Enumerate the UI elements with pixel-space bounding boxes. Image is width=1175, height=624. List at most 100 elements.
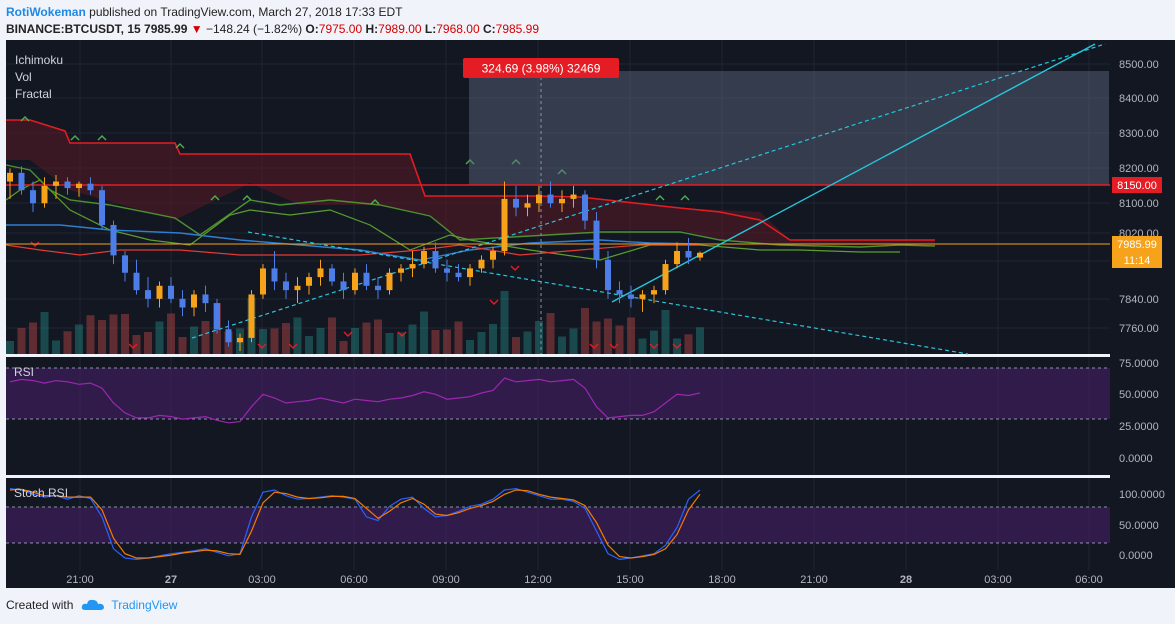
candle[interactable]	[248, 290, 255, 343]
candle[interactable]	[53, 175, 59, 199]
publisher-name[interactable]: RotiWokeman	[6, 5, 86, 19]
candle[interactable]	[191, 290, 197, 317]
candle[interactable]	[30, 181, 36, 212]
candle[interactable]	[87, 177, 94, 195]
candle[interactable]	[662, 259, 669, 295]
candle[interactable]	[421, 246, 427, 269]
publish-info: published on TradingView.com, March 27, …	[89, 5, 403, 19]
down-triangle-icon: ▼	[190, 22, 203, 36]
candle[interactable]	[317, 259, 324, 286]
candle[interactable]	[490, 246, 496, 269]
candle[interactable]	[99, 185, 105, 230]
rsi-tick-label: 25.0000	[1119, 421, 1159, 433]
candle[interactable]	[179, 290, 186, 317]
price-axis[interactable]	[1110, 40, 1175, 570]
candle[interactable]	[386, 268, 393, 295]
candle[interactable]	[409, 251, 416, 278]
candle[interactable]	[145, 277, 151, 308]
candle[interactable]	[547, 181, 554, 208]
candle[interactable]	[685, 238, 692, 265]
legend-ichimoku[interactable]: Ichimoku	[15, 53, 63, 67]
measure-box[interactable]	[469, 71, 1109, 185]
candle[interactable]	[7, 168, 13, 199]
candle[interactable]	[225, 320, 232, 347]
candle[interactable]	[570, 185, 577, 208]
resistance-badge	[1112, 177, 1162, 193]
candle[interactable]	[467, 264, 473, 286]
candle[interactable]	[524, 194, 531, 217]
candle[interactable]	[455, 264, 462, 282]
stoch-tick-label: 50.0000	[1119, 520, 1159, 532]
candle[interactable]	[214, 298, 220, 334]
x-tick-label: 21:00	[66, 574, 94, 586]
rsi-title[interactable]: RSI	[14, 365, 34, 379]
candle[interactable]	[340, 272, 347, 299]
candle[interactable]	[283, 272, 289, 299]
candle[interactable]	[133, 259, 140, 295]
x-tick-label: 06:00	[340, 574, 368, 586]
candle[interactable]	[76, 181, 82, 197]
candle[interactable]	[616, 281, 623, 304]
rsi-line[interactable]	[9, 377, 701, 424]
price-tick-label: 8500.00	[1119, 59, 1159, 71]
candle[interactable]	[294, 277, 301, 304]
candles[interactable]	[7, 166, 703, 351]
candle[interactable]	[329, 264, 335, 286]
trendline-dashed-up[interactable]	[191, 43, 1106, 339]
candle[interactable]	[582, 190, 588, 230]
legend-fractal[interactable]: Fractal	[15, 87, 52, 101]
candle[interactable]	[237, 333, 243, 351]
rsi-tick-label: 75.0000	[1119, 358, 1159, 370]
candle[interactable]	[398, 264, 404, 282]
candle[interactable]	[202, 285, 209, 312]
candle[interactable]	[41, 177, 48, 208]
candle[interactable]	[536, 185, 542, 212]
candle[interactable]	[122, 251, 128, 282]
x-tick-label: 06:00	[1075, 574, 1103, 586]
candle[interactable]	[605, 251, 611, 299]
candle[interactable]	[18, 166, 25, 195]
candle[interactable]	[639, 290, 646, 312]
candle[interactable]	[478, 255, 485, 273]
fractal-markers	[20, 116, 690, 349]
created-with: Created with	[6, 598, 74, 612]
rsi-band	[6, 368, 1110, 419]
candle[interactable]	[513, 185, 519, 217]
open-label: O:	[305, 22, 319, 36]
time-axis[interactable]	[6, 570, 1175, 588]
candle[interactable]	[697, 251, 703, 261]
candle[interactable]	[375, 277, 381, 299]
candle[interactable]	[593, 211, 600, 269]
x-tick-label: 03:00	[984, 574, 1012, 586]
candle[interactable]	[64, 177, 71, 195]
rsi-tick-label: 0.0000	[1119, 453, 1153, 465]
candle[interactable]	[271, 251, 278, 291]
candle[interactable]	[559, 190, 565, 212]
tradingview-link[interactable]: TradingView	[111, 598, 178, 612]
candle[interactable]	[168, 277, 174, 304]
x-tick-label: 12:00	[524, 574, 552, 586]
high-label: H:	[365, 22, 379, 36]
legend-vol[interactable]: Vol	[15, 70, 32, 84]
symbol-label: BINANCE:BTCUSDT, 15	[6, 22, 141, 36]
candle[interactable]	[432, 242, 439, 273]
close-label: C:	[482, 22, 496, 36]
stoch-d-line[interactable]	[9, 488, 701, 559]
trendline-solid[interactable]	[611, 43, 1096, 303]
candle[interactable]	[306, 272, 312, 295]
low-label: L:	[424, 22, 437, 36]
stoch-title[interactable]: Stoch RSI	[14, 486, 68, 500]
candle[interactable]	[501, 181, 508, 256]
candle[interactable]	[674, 242, 680, 269]
candle[interactable]	[628, 285, 634, 308]
candle[interactable]	[156, 281, 163, 308]
measure-label: 324.69 (3.98%) 32469	[482, 62, 601, 76]
candle[interactable]	[260, 264, 266, 299]
candle[interactable]	[651, 285, 657, 304]
candle[interactable]	[352, 268, 358, 295]
candle[interactable]	[110, 220, 117, 265]
candle[interactable]	[363, 264, 370, 291]
candle[interactable]	[444, 259, 450, 282]
axis-ticks: 21:00 27 03:00 06:00 09:00 12:00 15:00 18:00 21:…	[66, 59, 1165, 586]
